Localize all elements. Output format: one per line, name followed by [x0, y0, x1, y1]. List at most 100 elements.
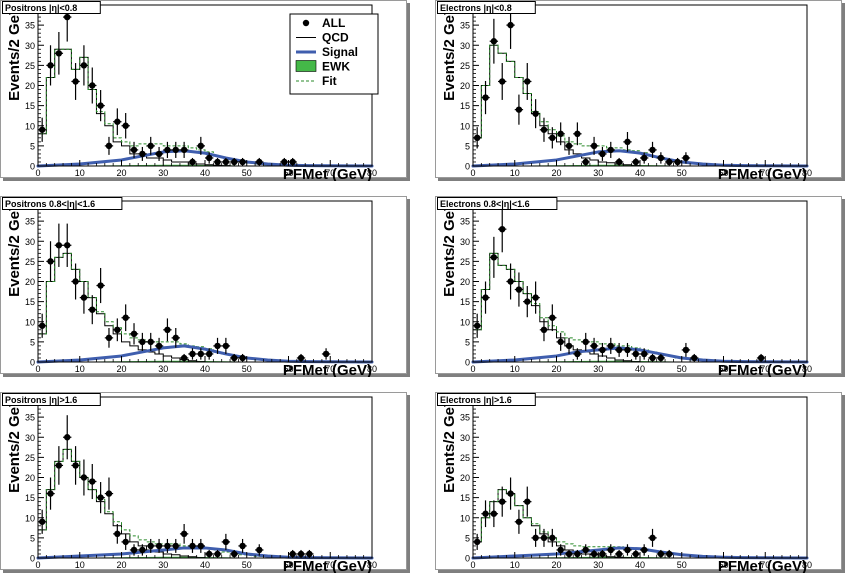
x-tick-label: 40 [635, 168, 645, 178]
y-tick-label: 0 [30, 358, 35, 368]
data-point [64, 13, 71, 21]
title-text: Electrons 0.8<|η|<1.6 [440, 199, 530, 209]
y-tick-label: 35 [25, 21, 35, 31]
data-point [147, 338, 154, 346]
data-point [180, 354, 188, 362]
y-tick-label: 30 [460, 433, 470, 443]
y-tick-label: 5 [30, 141, 35, 151]
y-tick-label: 25 [460, 61, 470, 71]
legend-box [289, 13, 379, 95]
data-point [97, 282, 104, 289]
y-axis: 0 5 10 15 20 25 30 35 [25, 400, 44, 564]
data-point [231, 550, 238, 558]
y-tick-label: 0 [30, 554, 35, 564]
legend-marker-all [302, 19, 310, 27]
chart-title: Electrons |η|>1.6 [437, 393, 536, 406]
data-point [540, 534, 548, 542]
data-point [139, 546, 146, 554]
data-point [306, 550, 313, 558]
y-tick-label: 20 [460, 277, 470, 287]
y-axis: 0 5 10 15 20 25 30 35 [460, 8, 479, 172]
x-tick-label: 20 [116, 168, 126, 178]
y-tick-label: 30 [460, 237, 470, 247]
x-tick-label: 50 [677, 168, 687, 178]
data-point [205, 550, 213, 558]
data-point [574, 350, 581, 358]
data-point [222, 538, 230, 546]
data-point [147, 142, 154, 150]
y-tick-label: 25 [25, 61, 35, 71]
title-text: Electrons |η|<0.8 [440, 3, 512, 13]
data-point [97, 494, 104, 501]
data-point [72, 278, 79, 285]
data-point [164, 146, 171, 154]
data-point [532, 534, 539, 542]
x-tick-label: 80 [802, 560, 812, 570]
data-point [64, 242, 71, 249]
data-point [55, 50, 63, 57]
y-axis: 0 5 10 15 20 25 30 35 [25, 204, 44, 368]
data-point [540, 326, 548, 333]
data-point [89, 306, 96, 313]
y-tick-label: 35 [460, 21, 470, 31]
data-point [499, 78, 506, 85]
data-point [657, 154, 665, 162]
y-tick-label: 20 [460, 473, 470, 483]
data-point [691, 354, 698, 362]
data-point [130, 146, 138, 154]
data-point [139, 338, 146, 346]
x-tick-label: 30 [593, 364, 603, 374]
data-point [72, 462, 79, 469]
x-tick-label: 0 [35, 364, 40, 374]
data-point [540, 126, 548, 133]
data-point [640, 546, 648, 554]
x-tick-label: 10 [75, 168, 85, 178]
legend-label: Fit [322, 74, 337, 88]
legend-label: Signal [322, 45, 358, 59]
x-axis-title: PFMet (GeV) [283, 558, 372, 573]
data-point [657, 550, 665, 558]
data-point [139, 150, 146, 158]
data-point [565, 550, 573, 558]
data-point [549, 134, 556, 142]
data-point [147, 542, 154, 550]
data-point [155, 342, 163, 350]
data-point [80, 294, 88, 301]
data-point [682, 346, 690, 354]
y-tick-label: 30 [460, 41, 470, 51]
data-point [214, 550, 221, 558]
x-tick-label: 20 [551, 560, 561, 570]
x-tick-label: 30 [158, 168, 168, 178]
data-point [473, 134, 481, 142]
x-tick-label: 80 [367, 560, 377, 570]
x-tick-label: 70 [325, 364, 335, 374]
x-tick-label: 80 [802, 168, 812, 178]
data-point [624, 546, 631, 554]
data-point [297, 550, 305, 558]
title-text: Positrons 0.8<|η|<1.6 [5, 199, 95, 209]
title-text: Electrons |η|>1.6 [440, 395, 512, 405]
data-point [490, 38, 498, 45]
data-point [607, 342, 614, 350]
data-point [197, 350, 205, 358]
data-point [172, 146, 179, 154]
data-point [155, 150, 163, 158]
x-tick-label: 80 [367, 168, 377, 178]
title-box [437, 393, 536, 406]
data-point [615, 346, 623, 354]
chart-title: Positrons 0.8<|η|<1.6 [2, 197, 123, 210]
x-axis-title: PFMet (GeV) [718, 362, 807, 377]
data-point [38, 322, 46, 329]
y-tick-label: 30 [25, 237, 35, 247]
data-point [582, 546, 589, 554]
data-point [197, 542, 205, 550]
data-point [582, 158, 589, 166]
y-tick-label: 5 [30, 337, 35, 347]
data-point [482, 510, 489, 517]
data-point [197, 142, 205, 150]
frame [0, 196, 407, 374]
y-tick-label: 35 [25, 217, 35, 227]
data-point [582, 338, 589, 346]
data-point [130, 330, 138, 338]
